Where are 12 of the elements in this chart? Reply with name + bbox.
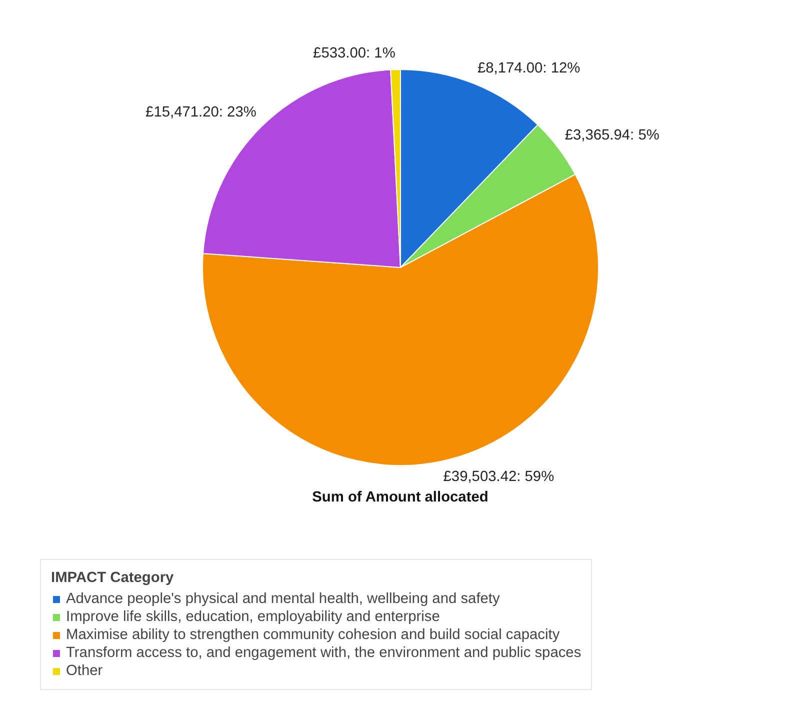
data-label: £533.00: 1% (313, 46, 396, 62)
legend-title: IMPACT Category (51, 570, 175, 586)
legend-label: Improve life skills, education, employability and enterprise (66, 609, 440, 625)
data-label: £39,503.42: 59% (443, 469, 554, 486)
data-label: £15,471.20: 23% (146, 104, 256, 120)
data-label: £8,174.00: 12% (477, 60, 580, 76)
legend-label: Other (66, 663, 103, 679)
text: Sum of Amount allocated (312, 490, 488, 506)
legend-label: Advance people's physical and mental health, wellbeing and safety (66, 591, 500, 607)
legend-label: Maximise ability to strengthen community cohesion and build social capacity (66, 627, 560, 643)
legend-label: Transform access to, and engagement with, the environment and public spaces (66, 645, 582, 661)
data-label: £3,365.94: 5% (564, 127, 660, 144)
